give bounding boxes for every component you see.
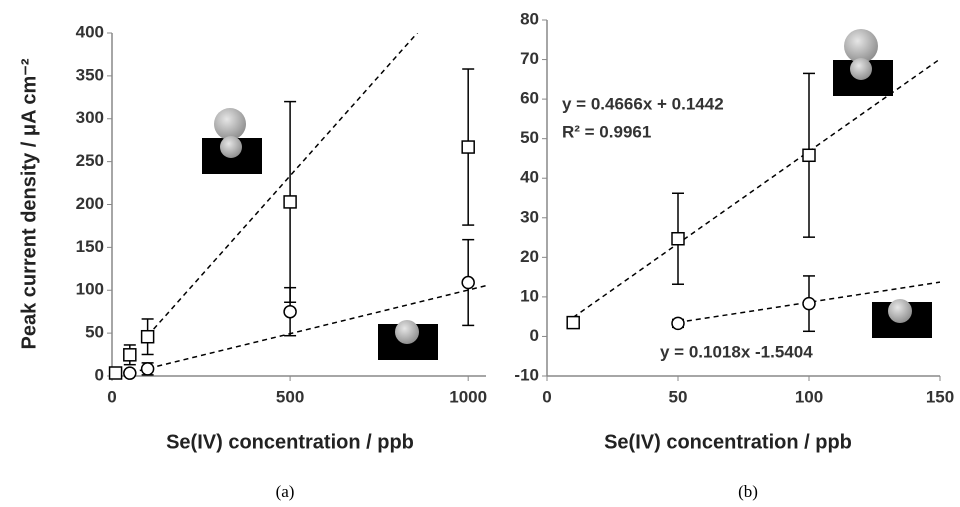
- x-tick-label: 0: [542, 387, 551, 406]
- caption: (a): [276, 482, 295, 501]
- x-tick-label: 50: [669, 387, 688, 406]
- icon: [833, 29, 893, 96]
- y-tick-label: 100: [76, 280, 104, 299]
- point: [283, 304, 297, 319]
- x-axis-label: Se(IV) concentration / ppb: [166, 431, 414, 453]
- point: [140, 329, 155, 344]
- y-tick-label: 350: [76, 65, 104, 84]
- point: [283, 195, 297, 209]
- icon: [872, 299, 932, 338]
- trendline: [572, 58, 940, 319]
- y-tick-label: 50: [520, 128, 539, 147]
- x-tick-label: 0: [107, 387, 116, 406]
- y-tick-label: -10: [514, 365, 539, 384]
- point: [461, 275, 475, 290]
- trendline: [139, 284, 486, 372]
- point: [108, 366, 123, 380]
- y-axis-label: Peak current density / μA cm⁻²: [18, 58, 40, 349]
- annotation: y = 0.4666x + 0.1442: [562, 94, 724, 113]
- icon: [202, 108, 262, 174]
- point: [802, 148, 816, 163]
- point: [671, 316, 685, 331]
- y-tick-label: 70: [520, 49, 539, 68]
- x-tick-label: 1000: [449, 387, 487, 406]
- x-axis-label: Se(IV) concentration / ppb: [604, 431, 852, 453]
- trendline: [147, 33, 419, 337]
- point: [566, 315, 580, 330]
- point: [461, 140, 475, 154]
- y-tick-label: 150: [76, 237, 104, 256]
- icon: [378, 320, 438, 360]
- y-tick-label: 30: [520, 207, 539, 226]
- y-tick-label: 200: [76, 194, 104, 213]
- y-tick-label: 40: [520, 168, 539, 187]
- y-tick-label: 250: [76, 151, 104, 170]
- y-tick-label: 300: [76, 108, 104, 127]
- y-tick-label: 20: [520, 247, 539, 266]
- x-tick-label: 150: [926, 387, 954, 406]
- annotation: R² = 0.9961: [562, 122, 651, 141]
- y-tick-label: 10: [520, 286, 539, 305]
- point: [123, 366, 137, 380]
- caption: (b): [738, 482, 758, 501]
- y-tick-label: 0: [530, 326, 539, 345]
- x-tick-label: 100: [795, 387, 823, 406]
- point: [140, 362, 155, 376]
- point: [802, 296, 816, 311]
- point: [123, 348, 137, 362]
- y-tick-label: 50: [85, 323, 104, 342]
- y-tick-label: 400: [76, 22, 104, 41]
- trendline: [677, 281, 940, 324]
- annotation: y = 0.1018x -1.5404: [660, 342, 813, 361]
- y-tick-label: 80: [520, 9, 539, 28]
- y-tick-label: 0: [95, 365, 104, 384]
- y-tick-label: 60: [520, 89, 539, 108]
- x-tick-label: 500: [276, 387, 304, 406]
- point: [671, 231, 685, 246]
